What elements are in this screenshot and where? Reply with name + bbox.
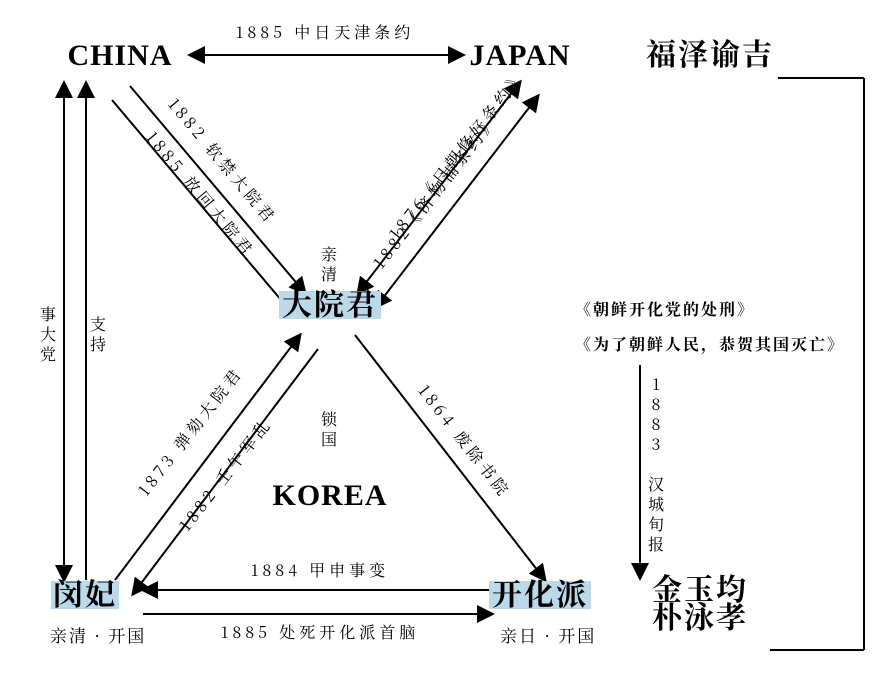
node-japan: JAPAN [469, 39, 570, 72]
node-label-gaehwa: 开化派 [492, 570, 588, 614]
edge-minbi-daewon-1 [115, 335, 300, 580]
node-label-china: CHINA [67, 39, 172, 72]
node-label-korea: KOREA [272, 479, 387, 512]
edge-china-daewon-1 [130, 86, 305, 293]
node-fukuzawa: 福泽谕吉 [646, 30, 774, 74]
edge-label-china-minbi-1: 事大党 [40, 302, 60, 365]
edge-label-japan-daewon-2: 1882《济物浦条约》 [367, 109, 502, 273]
side-text-book2: 《为了朝鲜人民，恭贺其国灭亡》 [575, 332, 845, 355]
node-label-minbi: 闵妃 [53, 570, 117, 614]
sub-label-gaehwa_sub: 亲日 · 开国 [500, 622, 596, 647]
center-label-qinqing: 亲清 [321, 242, 339, 285]
edge-label-china-minbi-2: 支持 [90, 312, 110, 355]
center-label-suoguo: 锁国 [321, 407, 339, 450]
node-pak: 朴泳孝 [652, 593, 748, 637]
node-minbi: 闵妃 [51, 570, 119, 614]
relationship-diagram: 1885 中日天津条约1882 软禁大院君1885 放回大院君1876《日朝修好… [0, 0, 880, 676]
edge-label-daewon-gaehwa: 1864 废除书院 [413, 379, 516, 502]
node-gaehwa: 开化派 [489, 570, 591, 614]
edge-label-fukuzawa-gaehwa: 1883 汉城旬报 [648, 372, 668, 555]
node-label-daewon: 大院君 [282, 280, 378, 324]
node-korea: KOREA [272, 479, 387, 512]
edge-label-minbi-gaehwa-2: 1885 处死开化派首脑 [221, 620, 419, 643]
sub-label-minbi_sub: 亲清 · 开国 [50, 622, 146, 647]
edge-japan-daewon-2 [376, 96, 538, 307]
node-daewon: 大院君 [279, 280, 381, 324]
node-label-pak: 朴泳孝 [652, 593, 748, 637]
node-label-japan: JAPAN [469, 39, 570, 72]
node-china: CHINA [67, 39, 172, 72]
node-label-fukuzawa: 福泽谕吉 [646, 30, 774, 74]
edge-label-china-japan: 1885 中日天津条约 [236, 20, 414, 43]
edge-daewon-gaehwa [355, 335, 545, 580]
edge-label-minbi-gaehwa-1: 1884 甲申事变 [251, 558, 389, 581]
side-text-book1: 《朝鲜开化党的处刑》 [575, 297, 755, 320]
